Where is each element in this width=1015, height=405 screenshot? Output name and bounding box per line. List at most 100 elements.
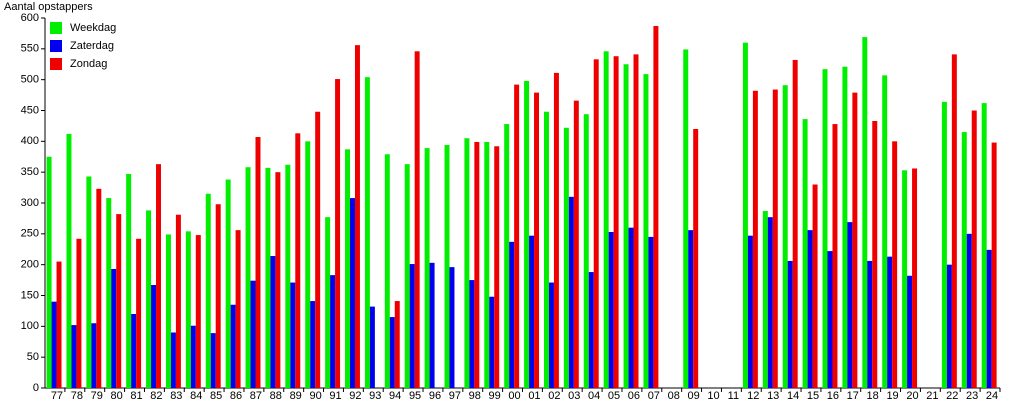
x-tick-label: 21 [926, 390, 938, 400]
bar [971, 110, 977, 388]
x-tick-label: 17 [847, 390, 859, 400]
x-tick-label: 00 [508, 390, 520, 400]
bar [693, 129, 699, 388]
y-tick-label: 300 [21, 197, 39, 209]
bar [588, 272, 594, 388]
bar [583, 114, 589, 388]
x-tick-label: 20 [906, 390, 918, 400]
bar [608, 231, 614, 388]
bar [568, 196, 574, 388]
bar [902, 170, 908, 388]
bar [345, 149, 351, 388]
bar [767, 217, 773, 388]
bar [136, 238, 142, 388]
bar [489, 296, 495, 388]
bar [315, 111, 321, 388]
bar [96, 188, 102, 388]
x-tick-label: 24 [986, 390, 998, 400]
bar [628, 227, 634, 388]
y-tick-label: 200 [21, 259, 39, 271]
bar [210, 333, 216, 388]
bar [742, 42, 748, 389]
bar [832, 124, 838, 389]
bar [951, 54, 957, 389]
bar [782, 85, 788, 388]
bar [91, 323, 97, 388]
bar [116, 214, 122, 388]
bar [310, 301, 316, 388]
x-tick-label: 23 [966, 390, 978, 400]
bar [76, 238, 82, 388]
x-tick-label: 89 [290, 390, 302, 400]
bar [369, 306, 375, 388]
x-tick-label: 87 [250, 390, 262, 400]
bar [852, 92, 858, 388]
bar [603, 51, 609, 389]
x-tick-label: 06 [628, 390, 640, 400]
bar [946, 264, 952, 388]
bar [524, 80, 530, 389]
bar [151, 285, 157, 388]
x-tick-label: 90 [309, 390, 321, 400]
bar [305, 141, 311, 388]
bar [509, 241, 515, 388]
x-tick-label: 99 [489, 390, 501, 400]
bar [966, 233, 972, 388]
bar [250, 280, 256, 388]
bar [66, 133, 72, 388]
bar [330, 275, 336, 388]
y-tick-label: 250 [21, 228, 39, 240]
y-tick-label: 50 [27, 351, 39, 363]
bar [882, 75, 888, 388]
bar [563, 127, 569, 389]
bar [912, 168, 918, 388]
bar [290, 282, 296, 388]
bar [409, 264, 415, 388]
bar [633, 54, 639, 389]
x-tick-label: 83 [170, 390, 182, 400]
bar [762, 211, 768, 388]
bar [131, 314, 137, 388]
bar [887, 256, 893, 388]
bar [534, 92, 540, 388]
bar [907, 275, 913, 388]
bar [51, 301, 57, 388]
x-tick-label: 77 [51, 390, 63, 400]
bar [364, 77, 370, 388]
x-tick-label: 95 [409, 390, 421, 400]
x-tick-label: 92 [349, 390, 361, 400]
bar [593, 59, 599, 389]
bar [464, 138, 470, 388]
bar [335, 79, 341, 389]
bar [354, 45, 360, 389]
bar [469, 280, 475, 388]
x-tick-label: 96 [429, 390, 441, 400]
x-tick-label: 09 [687, 390, 699, 400]
bar [389, 317, 395, 388]
bar [270, 256, 276, 388]
bar [265, 167, 271, 388]
x-tick-label: 18 [867, 390, 879, 400]
y-tick-label: 150 [21, 289, 39, 301]
bar [543, 111, 549, 388]
bar [106, 198, 112, 388]
x-tick-label: 85 [210, 390, 222, 400]
x-tick-label: 16 [827, 390, 839, 400]
x-tick-label: 01 [528, 390, 540, 400]
x-tick-label: 81 [130, 390, 142, 400]
bar [185, 231, 191, 388]
y-tick-label: 600 [21, 12, 39, 24]
bar [86, 176, 92, 388]
bar [827, 251, 833, 388]
bar [553, 72, 559, 388]
bar [548, 282, 554, 388]
bar [449, 267, 455, 388]
bar [752, 90, 758, 389]
y-axis-label: Aantal opstappers [4, 1, 93, 13]
bar [981, 103, 987, 388]
bar [961, 132, 967, 388]
x-tick-label: 79 [91, 390, 103, 400]
bar [573, 100, 579, 388]
bar [175, 214, 181, 388]
bar [643, 74, 649, 388]
